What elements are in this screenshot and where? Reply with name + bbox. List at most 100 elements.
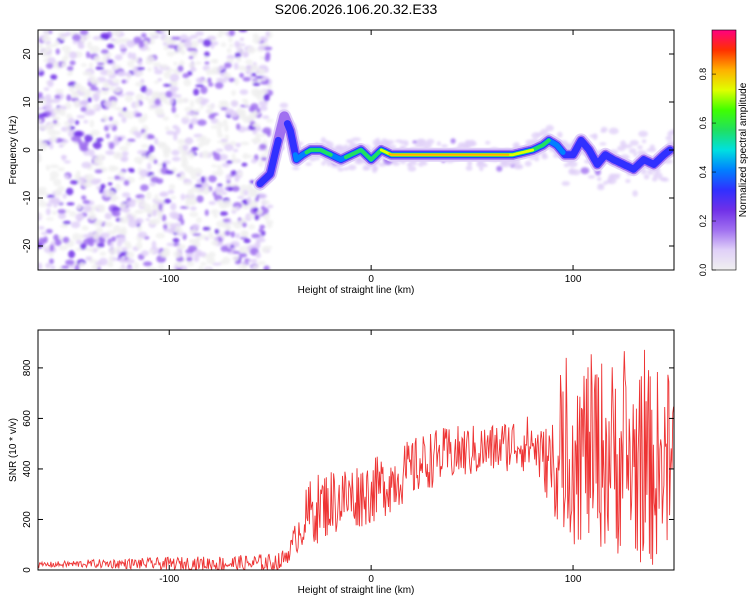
noise-blob [190, 173, 197, 180]
noise-blob [251, 64, 259, 72]
noise-blob [143, 261, 153, 267]
noise-blob [38, 141, 45, 148]
noise-blob [105, 150, 115, 156]
noise-blob [82, 199, 91, 205]
halo-blob [653, 172, 663, 179]
noise-blob [68, 250, 76, 259]
noise-blob [259, 133, 266, 137]
noise-blob [80, 242, 87, 250]
noise-blob [258, 228, 264, 233]
noise-blob [38, 154, 42, 162]
noise-blob [107, 176, 114, 180]
noise-blob [102, 56, 107, 65]
noise-blob [157, 112, 165, 116]
noise-blob [265, 31, 270, 37]
halo-blob [608, 127, 619, 135]
noise-blob [186, 47, 197, 52]
halo-blob [371, 165, 379, 171]
noise-blob [74, 264, 80, 270]
noise-blob [102, 81, 110, 90]
noise-blob [200, 176, 206, 184]
noise-blob [165, 90, 173, 98]
noise-blob [176, 267, 182, 270]
noise-blob [174, 226, 183, 234]
noise-blob [38, 67, 43, 72]
noise-blob [159, 94, 165, 102]
noise-blob [137, 61, 143, 66]
noise-blob [92, 141, 102, 150]
snr-plot-area [38, 330, 674, 570]
spectrogram-x-ticks: -100 0 100 [159, 30, 582, 285]
noise-blob [195, 77, 204, 84]
noise-blob [173, 133, 178, 141]
noise-blob [89, 75, 96, 79]
halo-blob [637, 145, 643, 150]
noise-blob [89, 62, 94, 70]
noise-blob [131, 126, 139, 132]
noise-blob [117, 171, 126, 176]
noise-blob [208, 175, 217, 183]
spectrogram-noise-field [38, 30, 674, 270]
noise-blob [135, 93, 144, 102]
halo-blob [417, 161, 424, 167]
noise-blob [188, 62, 196, 69]
noise-blob [148, 144, 155, 153]
noise-blob [162, 116, 169, 121]
noise-blob [184, 106, 193, 112]
noise-blob [220, 107, 228, 111]
noise-blob [124, 258, 135, 264]
noise-blob [159, 192, 168, 197]
noise-blob [116, 240, 123, 247]
halo-blob [279, 102, 289, 109]
noise-blob [243, 238, 251, 244]
noise-blob [138, 176, 145, 180]
noise-blob [86, 51, 91, 59]
noise-blob [73, 130, 83, 138]
noise-blob [251, 158, 258, 164]
noise-blob [225, 174, 232, 181]
noise-blob [210, 43, 215, 49]
noise-blob [113, 210, 121, 217]
noise-blob [251, 88, 260, 96]
noise-blob [95, 226, 103, 234]
noise-blob [38, 113, 48, 118]
snr-x-label: Height of straight line (km) [298, 585, 415, 596]
noise-blob [167, 39, 178, 44]
noise-blob [183, 78, 192, 87]
noise-blob [50, 265, 56, 270]
noise-blob [39, 47, 49, 55]
noise-blob [49, 164, 60, 169]
noise-blob [159, 142, 167, 148]
noise-blob [69, 211, 77, 217]
noise-blob [228, 37, 233, 43]
noise-blob [84, 110, 95, 116]
noise-blob [245, 59, 253, 65]
halo-blob [660, 178, 670, 182]
noise-blob [100, 183, 106, 189]
noise-blob [73, 100, 80, 108]
noise-blob [148, 249, 155, 254]
noise-blob [129, 169, 135, 173]
noise-blob [198, 265, 204, 270]
halo-blob [476, 161, 486, 168]
noise-blob [119, 145, 129, 152]
noise-blob [162, 162, 167, 168]
noise-blob [240, 141, 250, 146]
noise-blob [113, 225, 122, 233]
noise-blob [191, 147, 199, 151]
noise-blob [174, 113, 180, 118]
ridge-contour [256, 136, 282, 188]
noise-blob [246, 196, 252, 204]
noise-blob [89, 248, 95, 252]
noise-blob [137, 231, 148, 238]
noise-blob [40, 231, 48, 236]
halo-blob [436, 141, 441, 146]
noise-blob [171, 88, 176, 96]
noise-blob [152, 202, 160, 211]
noise-blob [69, 85, 74, 93]
noise-blob [160, 64, 169, 69]
noise-blob [45, 164, 51, 171]
noise-blob [193, 88, 200, 96]
noise-blob [181, 98, 190, 103]
noise-blob [147, 153, 154, 161]
